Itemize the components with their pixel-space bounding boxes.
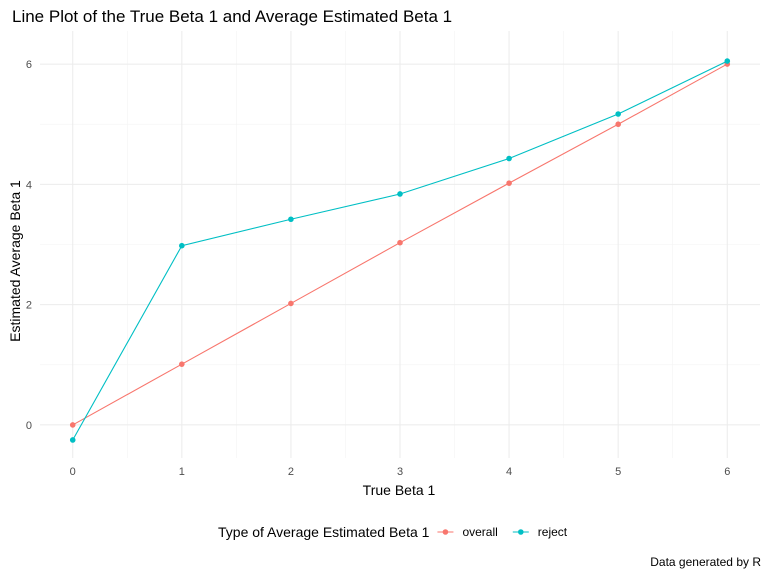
legend-label: reject [538,525,568,539]
data-point-reject [288,216,294,223]
data-point-overall [397,239,403,246]
x-tick-label: 4 [506,466,512,478]
data-point-overall [69,422,76,428]
x-tick-label: 1 [179,466,185,478]
data-point-reject [724,58,731,64]
chart-caption: Data generated by R [650,555,761,569]
legend-label: overall [462,525,497,539]
legend: Type of Average Estimated Beta 1 overall… [218,524,568,540]
legend-item-reject: reject [512,525,568,539]
data-point-reject [69,437,76,443]
data-point-reject [506,155,512,162]
y-axis-title: Estimated Average Beta 1 [7,180,23,342]
legend-items: overall reject [437,525,568,539]
data-point-overall [288,300,294,307]
y-tick-label: 4 [26,179,32,191]
data-point-overall [179,361,185,367]
series-lines [69,58,731,443]
series-reject [69,58,731,443]
y-tick-label: 6 [26,59,32,71]
x-tick-label: 0 [70,466,76,478]
data-point-overall [506,180,512,186]
series-overall [69,61,731,428]
y-tick-label: 0 [26,420,32,432]
y-axis-ticks: 0 2 4 6 [26,59,32,432]
x-tick-label: 5 [615,466,621,478]
x-tick-label: 2 [288,466,294,478]
legend-title: Type of Average Estimated Beta 1 [218,524,430,540]
legend-key-point [442,529,449,535]
y-tick-label: 2 [26,300,32,312]
x-axis-ticks: 0 1 2 3 4 5 6 [70,466,731,478]
x-axis-title: True Beta 1 [363,482,436,498]
data-point-reject [397,191,403,197]
x-tick-label: 6 [724,466,730,478]
data-point-reject [615,111,621,117]
legend-item-overall: overall [437,525,498,539]
legend-key-point [517,529,524,535]
chart-title: Line Plot of the True Beta 1 and Average… [12,7,452,26]
x-tick-label: 3 [397,466,403,478]
data-point-overall [615,121,621,128]
data-point-reject [179,242,185,249]
